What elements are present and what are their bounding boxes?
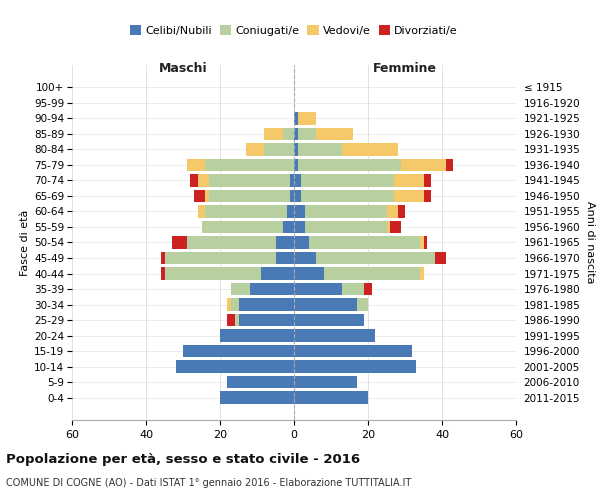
- Bar: [342, 143, 398, 156]
- Bar: [309, 236, 420, 249]
- Bar: [294, 220, 305, 234]
- Bar: [316, 128, 353, 140]
- Bar: [390, 220, 401, 234]
- Bar: [235, 314, 239, 326]
- Bar: [294, 314, 364, 326]
- Bar: [250, 282, 294, 296]
- Bar: [290, 174, 294, 187]
- Bar: [294, 112, 298, 125]
- Bar: [239, 314, 294, 326]
- Bar: [420, 236, 424, 249]
- Bar: [209, 174, 290, 187]
- Bar: [364, 282, 372, 296]
- Bar: [246, 143, 265, 156]
- Bar: [176, 360, 294, 373]
- Bar: [275, 236, 294, 249]
- Bar: [294, 143, 298, 156]
- Text: COMUNE DI COGNE (AO) - Dati ISTAT 1° gennaio 2016 - Elaborazione TUTTITALIA.IT: COMUNE DI COGNE (AO) - Dati ISTAT 1° gen…: [6, 478, 411, 488]
- Bar: [294, 267, 323, 280]
- Bar: [301, 174, 394, 187]
- Bar: [424, 174, 431, 187]
- Bar: [294, 360, 416, 373]
- Bar: [290, 190, 294, 202]
- Bar: [227, 298, 231, 311]
- Bar: [401, 158, 446, 172]
- Bar: [294, 252, 316, 264]
- Bar: [424, 190, 431, 202]
- Bar: [265, 128, 283, 140]
- Bar: [294, 236, 309, 249]
- Bar: [298, 143, 342, 156]
- Bar: [239, 298, 294, 311]
- Bar: [323, 267, 420, 280]
- Bar: [342, 282, 364, 296]
- Bar: [220, 329, 294, 342]
- Bar: [298, 158, 401, 172]
- Bar: [294, 298, 357, 311]
- Bar: [183, 344, 294, 358]
- Bar: [298, 128, 316, 140]
- Bar: [220, 391, 294, 404]
- Bar: [294, 376, 357, 388]
- Bar: [301, 190, 394, 202]
- Bar: [283, 128, 294, 140]
- Text: Femmine: Femmine: [373, 62, 437, 75]
- Bar: [172, 236, 187, 249]
- Bar: [294, 128, 298, 140]
- Legend: Celibi/Nubili, Coniugati/e, Vedovi/e, Divorziati/e: Celibi/Nubili, Coniugati/e, Vedovi/e, Di…: [126, 21, 462, 40]
- Bar: [194, 190, 205, 202]
- Bar: [260, 267, 294, 280]
- Bar: [275, 252, 294, 264]
- Bar: [227, 314, 235, 326]
- Bar: [294, 344, 412, 358]
- Bar: [394, 190, 424, 202]
- Bar: [298, 112, 316, 125]
- Bar: [164, 252, 275, 264]
- Bar: [446, 158, 453, 172]
- Bar: [198, 205, 205, 218]
- Bar: [294, 329, 376, 342]
- Bar: [187, 236, 275, 249]
- Bar: [265, 143, 294, 156]
- Bar: [398, 205, 405, 218]
- Bar: [161, 252, 164, 264]
- Bar: [294, 174, 301, 187]
- Bar: [386, 220, 390, 234]
- Text: Popolazione per età, sesso e stato civile - 2016: Popolazione per età, sesso e stato civil…: [6, 452, 360, 466]
- Bar: [283, 220, 294, 234]
- Y-axis label: Anni di nascita: Anni di nascita: [584, 201, 595, 284]
- Bar: [231, 282, 250, 296]
- Text: Maschi: Maschi: [158, 62, 208, 75]
- Bar: [294, 158, 298, 172]
- Bar: [305, 205, 386, 218]
- Bar: [209, 190, 290, 202]
- Bar: [187, 158, 205, 172]
- Bar: [386, 205, 398, 218]
- Bar: [424, 236, 427, 249]
- Bar: [305, 220, 386, 234]
- Bar: [357, 298, 368, 311]
- Bar: [394, 174, 424, 187]
- Bar: [294, 391, 368, 404]
- Bar: [287, 205, 294, 218]
- Bar: [164, 267, 260, 280]
- Bar: [205, 205, 287, 218]
- Bar: [190, 174, 198, 187]
- Bar: [231, 298, 239, 311]
- Bar: [316, 252, 434, 264]
- Bar: [294, 190, 301, 202]
- Bar: [420, 267, 424, 280]
- Bar: [202, 220, 283, 234]
- Bar: [161, 267, 164, 280]
- Bar: [294, 282, 342, 296]
- Y-axis label: Fasce di età: Fasce di età: [20, 210, 30, 276]
- Bar: [198, 174, 209, 187]
- Bar: [205, 158, 294, 172]
- Bar: [227, 376, 294, 388]
- Bar: [205, 190, 209, 202]
- Bar: [294, 205, 305, 218]
- Bar: [434, 252, 446, 264]
